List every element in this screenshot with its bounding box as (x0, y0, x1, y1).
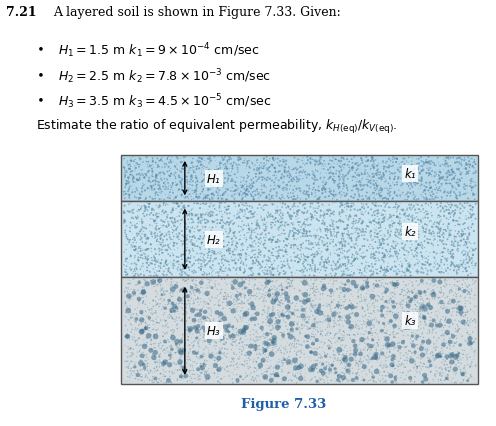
Text: k₃: k₃ (404, 314, 416, 327)
Text: H₁: H₁ (207, 172, 221, 185)
Text: A layered soil is shown in Figure 7.33. Given:: A layered soil is shown in Figure 7.33. … (53, 6, 340, 19)
Text: k₂: k₂ (404, 225, 416, 239)
Text: $\bullet$: $\bullet$ (36, 42, 43, 55)
Text: k₁: k₁ (404, 168, 416, 181)
Text: $H_1 = 1.5\ \mathrm{m}\ k_1 = 9 \times 10^{-4}\ \mathrm{cm/sec}$: $H_1 = 1.5\ \mathrm{m}\ k_1 = 9 \times 1… (58, 42, 259, 60)
Text: H₃: H₃ (207, 325, 221, 337)
Text: $\bullet$: $\bullet$ (36, 67, 43, 80)
Text: 7.21: 7.21 (6, 6, 37, 19)
Text: H₂: H₂ (207, 233, 221, 246)
Text: Estimate the ratio of equivalent permeability, $k_{H(\mathrm{eq})}/k_{V(\mathrm{: Estimate the ratio of equivalent permeab… (36, 118, 397, 136)
Text: Figure 7.33: Figure 7.33 (241, 397, 326, 410)
Text: $H_3 = 3.5\ \mathrm{m}\ k_3 = 4.5 \times 10^{-5}\ \mathrm{cm/sec}$: $H_3 = 3.5\ \mathrm{m}\ k_3 = 4.5 \times… (58, 92, 271, 111)
Text: $\bullet$: $\bullet$ (36, 92, 43, 105)
Text: $H_2 = 2.5\ \mathrm{m}\ k_2 = 7.8 \times 10^{-3}\ \mathrm{cm/sec}$: $H_2 = 2.5\ \mathrm{m}\ k_2 = 7.8 \times… (58, 67, 271, 86)
